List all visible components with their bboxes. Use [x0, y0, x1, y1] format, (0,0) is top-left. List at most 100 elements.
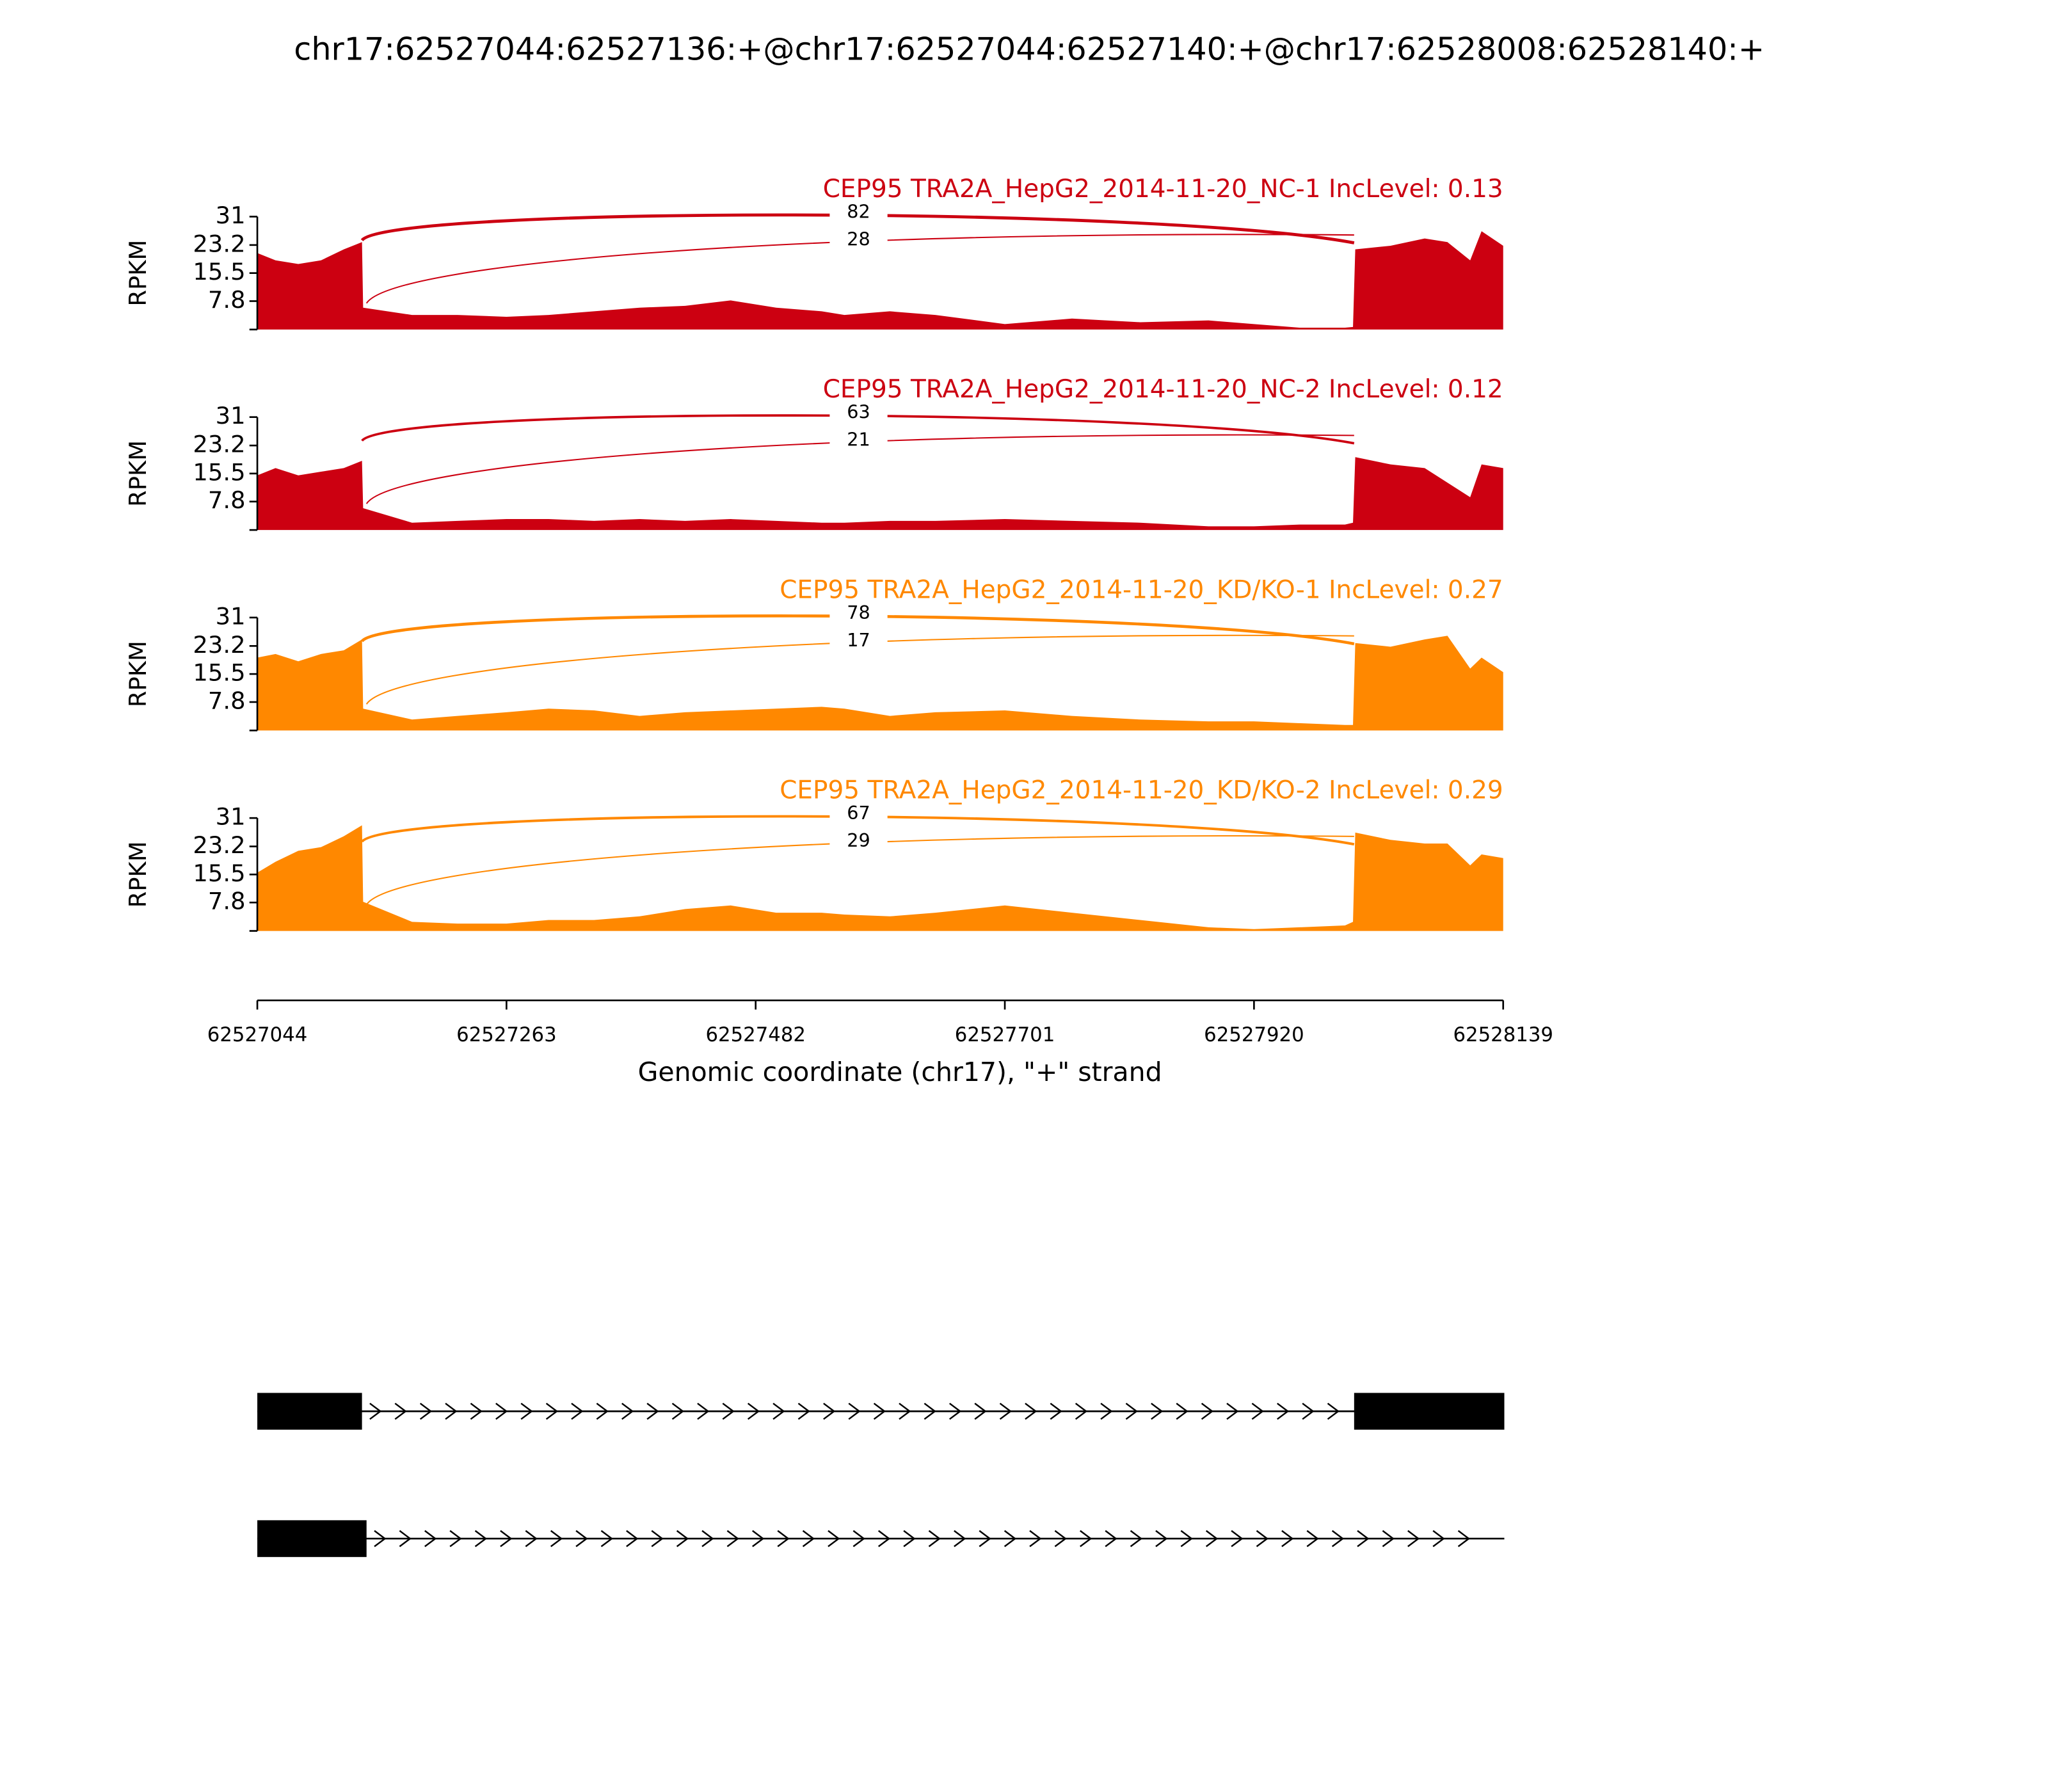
strand-chevron [852, 1530, 865, 1548]
strand-chevron [394, 1402, 407, 1420]
junction-count: 78 [847, 602, 870, 623]
y-axis-label: RPKM [124, 440, 152, 507]
strand-chevron [928, 1530, 941, 1548]
strand-chevron [1050, 1402, 1062, 1420]
strand-chevron [903, 1530, 916, 1548]
x-tick-label: 62527044 [207, 1023, 308, 1046]
strand-chevron [1025, 1402, 1037, 1420]
strand-chevron [877, 1530, 891, 1548]
y-tick-label: 15.5 [193, 258, 245, 285]
strand-chevron [1457, 1530, 1471, 1548]
strand-chevron [671, 1402, 684, 1420]
strand-chevron [1306, 1530, 1319, 1548]
junction-arc [360, 614, 1355, 646]
y-tick-label: 31 [216, 202, 246, 229]
strand-chevron [979, 1530, 991, 1548]
panel-title: CEP95 TRA2A_HepG2_2014-11-20_KD/KO-2 Inc… [780, 776, 1503, 805]
strand-chevron [651, 1530, 664, 1548]
strand-chevron [1251, 1402, 1264, 1420]
strand-chevron [974, 1402, 987, 1420]
x-tick-label: 62527263 [456, 1023, 557, 1046]
chart-title: chr17:62527044:62527136:+@chr17:62527044… [294, 31, 1764, 68]
strand-chevron [828, 1530, 840, 1548]
exon [1354, 1393, 1505, 1430]
junction-label-bg [829, 603, 888, 625]
strand-chevron [1130, 1530, 1143, 1548]
junction-arc [361, 815, 1355, 846]
y-axis-label: RPKM [124, 641, 152, 707]
exon [257, 1393, 362, 1430]
strand-chevron [676, 1530, 689, 1548]
strand-chevron [1100, 1402, 1113, 1420]
y-tick-label: 31 [216, 402, 246, 429]
strand-chevron [500, 1530, 513, 1548]
strand-chevron [954, 1530, 966, 1548]
x-tick-label: 62527482 [705, 1023, 806, 1046]
strand-chevron [747, 1402, 760, 1420]
strand-chevron [701, 1530, 714, 1548]
strand-chevron [369, 1402, 382, 1420]
strand-chevron [1105, 1530, 1117, 1548]
strand-chevron [424, 1530, 437, 1548]
junction-count: 67 [847, 802, 870, 824]
strand-chevron [722, 1402, 735, 1420]
junction-label-bg [829, 229, 888, 251]
junction-count: 63 [847, 401, 870, 423]
junction-label-bg [829, 630, 888, 652]
panel-title: CEP95 TRA2A_HepG2_2014-11-20_NC-1 IncLev… [823, 175, 1503, 204]
strand-chevron [1382, 1530, 1395, 1548]
coverage-area [257, 636, 1503, 731]
strand-chevron [1004, 1530, 1017, 1548]
strand-chevron [899, 1402, 911, 1420]
strand-chevron [772, 1402, 785, 1420]
strand-chevron [399, 1530, 412, 1548]
x-tick-label: 62527920 [1204, 1023, 1304, 1046]
strand-chevron [1331, 1530, 1345, 1548]
y-tick-label: 7.8 [208, 888, 246, 915]
strand-chevron [1075, 1402, 1088, 1420]
strand-chevron [697, 1402, 710, 1420]
junction-label-bg [829, 202, 888, 223]
strand-chevron [1231, 1530, 1244, 1548]
strand-chevron [520, 1402, 533, 1420]
junction-arc [361, 414, 1355, 445]
strand-chevron [949, 1402, 962, 1420]
strand-chevron [449, 1530, 462, 1548]
y-axis-label: RPKM [124, 240, 152, 307]
strand-chevron [1281, 1530, 1294, 1548]
strand-chevron [596, 1402, 609, 1420]
strand-chevron [777, 1530, 790, 1548]
strand-chevron [1080, 1530, 1092, 1548]
x-tick-label: 62527701 [955, 1023, 1055, 1046]
y-tick-label: 23.2 [193, 631, 245, 659]
strand-chevron [999, 1402, 1012, 1420]
strand-chevron [752, 1530, 765, 1548]
junction-count: 82 [847, 200, 870, 222]
strand-chevron [726, 1530, 739, 1548]
y-tick-label: 7.8 [208, 486, 246, 514]
strand-chevron [626, 1530, 639, 1548]
strand-chevron [600, 1530, 613, 1548]
strand-chevron [470, 1402, 483, 1420]
strand-chevron [1302, 1402, 1315, 1420]
strand-chevron [1180, 1530, 1193, 1548]
y-tick-label: 7.8 [208, 687, 246, 714]
panel-title: CEP95 TRA2A_HepG2_2014-11-20_NC-2 IncLev… [823, 375, 1503, 404]
strand-chevron [848, 1402, 861, 1420]
strand-chevron [1277, 1402, 1290, 1420]
x-tick-label: 62528139 [1453, 1023, 1553, 1046]
strand-chevron [419, 1402, 433, 1420]
strand-chevron [1407, 1530, 1420, 1548]
y-tick-label: 23.2 [193, 230, 245, 257]
strand-chevron [445, 1402, 458, 1420]
strand-chevron [1155, 1530, 1168, 1548]
strand-chevron [1176, 1402, 1188, 1420]
strand-chevron [802, 1530, 815, 1548]
junction-count: 17 [847, 629, 870, 651]
strand-chevron [571, 1402, 584, 1420]
y-tick-label: 23.2 [193, 431, 245, 458]
coverage-area [257, 457, 1503, 531]
strand-chevron [525, 1530, 538, 1548]
strand-chevron [1432, 1530, 1445, 1548]
